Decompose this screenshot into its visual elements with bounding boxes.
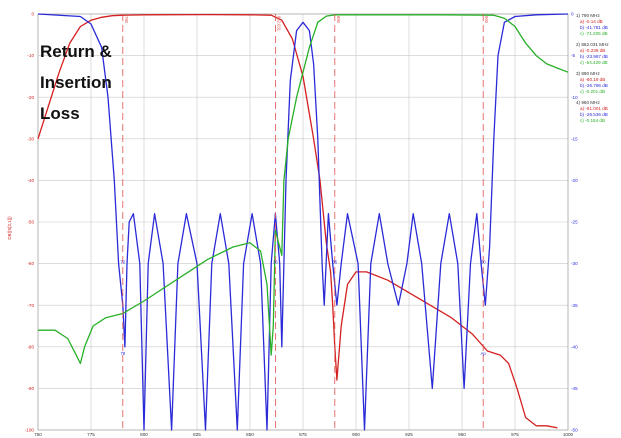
y-left-axis-ticks: 0 -10 -20 -30 -40 -50 -60 -70 -80 -90 -100 bbox=[25, 12, 35, 433]
y-left-tick-label: -10 bbox=[27, 53, 34, 58]
y-left-tick-label: -80 bbox=[27, 344, 34, 349]
title-line-1: Return & bbox=[40, 42, 112, 61]
title-line-3: Loss bbox=[40, 104, 80, 123]
x-tick-label: 800 bbox=[140, 432, 148, 437]
marker-bottom-label-4: Ap bbox=[481, 351, 487, 356]
series-group bbox=[37, 13, 569, 431]
x-tick-label: 1000 bbox=[563, 432, 574, 437]
x-tick-label: 875 bbox=[299, 432, 307, 437]
y-right-tick-label: -40 bbox=[571, 344, 578, 349]
x-tick-label: 750 bbox=[34, 432, 42, 437]
readout-line: c) -54.429 dB bbox=[580, 60, 608, 65]
readout-line: b) -23.987 dB bbox=[580, 54, 608, 59]
y-right-tick-label: -15 bbox=[571, 136, 578, 141]
marker-label-2: 862.031 bbox=[276, 16, 281, 32]
markers-group: 790 72 78 862.031 26 890 35 960 60 Ap bbox=[120, 14, 489, 430]
readout-head-2: 2) 862.031 MHz bbox=[576, 42, 609, 47]
readout-line: c) -71.205 dB bbox=[580, 31, 608, 36]
grid bbox=[37, 13, 569, 431]
marker-label-4: 960 bbox=[484, 16, 489, 24]
marker-bottom-label-1: 78 bbox=[120, 351, 125, 356]
y-right-tick-label: -10 bbox=[571, 95, 578, 100]
x-tick-label: 850 bbox=[246, 432, 254, 437]
x-tick-label: 975 bbox=[511, 432, 519, 437]
y-right-tick-label: 0 bbox=[571, 12, 574, 17]
y-left-tick-label: -50 bbox=[27, 220, 34, 225]
readout-line: b) -26.536 dB bbox=[580, 112, 608, 117]
series-line-a bbox=[37, 13, 558, 429]
x-tick-label: 925 bbox=[405, 432, 413, 437]
marker-point-label-3: 35 bbox=[332, 260, 337, 265]
y-left-tick-label: -60 bbox=[27, 261, 34, 266]
y-right-axis-ticks: 0 -5 -10 -15 -20 -25 -30 -35 -40 -45 -50 bbox=[571, 12, 578, 433]
readout-line: b) -26.796 dB bbox=[580, 83, 608, 88]
y-right-tick-label: -50 bbox=[571, 428, 578, 433]
marker-label-3: 890 bbox=[336, 16, 341, 24]
readout-line: b) -41.781 dB bbox=[580, 25, 608, 30]
y-left-tick-label: -30 bbox=[27, 136, 34, 141]
y-left-tick-label: -20 bbox=[27, 95, 34, 100]
x-tick-label: 950 bbox=[458, 432, 466, 437]
y-axis-label-left: DB(|S[2,1]|) bbox=[7, 216, 12, 240]
marker-point-label-1: 72 bbox=[120, 260, 125, 265]
y-left-tick-label: -90 bbox=[27, 386, 34, 391]
y-right-tick-label: -5 bbox=[571, 53, 576, 58]
readout-line: a) -60.19 dB bbox=[580, 77, 605, 82]
y-left-tick-label: -100 bbox=[25, 428, 35, 433]
series-line-c bbox=[38, 14, 569, 365]
y-right-tick-label: -30 bbox=[571, 261, 578, 266]
y-right-tick-label: -20 bbox=[571, 178, 578, 183]
x-tick-label: 825 bbox=[193, 432, 201, 437]
x-axis-ticks: 750 775 800 825 850 875 900 925 950 975 1000 bbox=[34, 432, 573, 437]
marker-point-label-2: 26 bbox=[273, 260, 278, 265]
plot-frame bbox=[37, 13, 569, 431]
y-right-tick-label: -45 bbox=[571, 386, 578, 391]
y-right-tick-label: -25 bbox=[571, 220, 578, 225]
marker-point-label-4: 60 bbox=[481, 260, 486, 265]
y-right-tick-label: -35 bbox=[571, 303, 578, 308]
x-tick-label: 775 bbox=[87, 432, 95, 437]
title-line-2: Insertion bbox=[40, 73, 112, 92]
readout-head-1: 1) 790 MHz bbox=[576, 13, 600, 18]
readout-line: a) -81.001 dB bbox=[580, 106, 608, 111]
y-left-tick-label: -40 bbox=[27, 178, 34, 183]
x-tick-label: 900 bbox=[352, 432, 360, 437]
chart-title: Return & Insertion Loss bbox=[40, 36, 160, 129]
readout-line: a) -0.14 dB bbox=[580, 19, 603, 24]
readout-line: c) -0.201 dB bbox=[580, 89, 605, 94]
readout-line: a) -0.238 dB bbox=[580, 48, 605, 53]
readout-line: c) -0.164 dB bbox=[580, 118, 605, 123]
series-line-b bbox=[37, 13, 569, 431]
y-left-tick-label: 0 bbox=[31, 12, 34, 17]
readout-head-3: 3) 890 MHz bbox=[576, 71, 600, 76]
marker-label-1: 790 bbox=[124, 16, 129, 24]
y-left-tick-label: -70 bbox=[27, 303, 34, 308]
readout-head-4: 4) 960 MHz bbox=[576, 100, 600, 105]
